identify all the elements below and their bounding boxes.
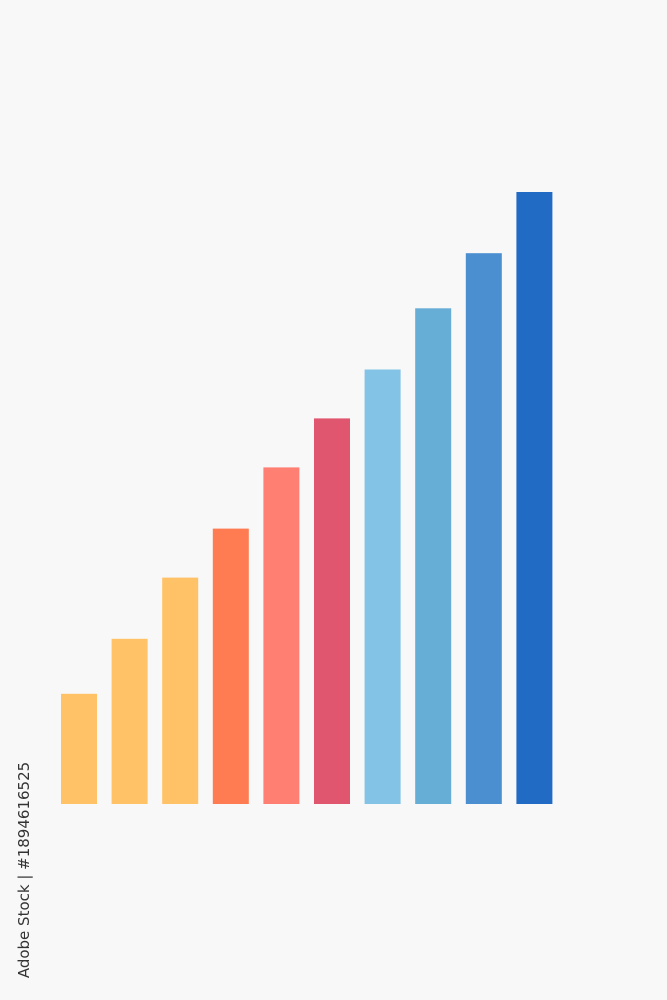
stock-credit: Adobe Stock | #1894616525 [15,761,33,979]
bar-6 [314,418,350,804]
bar-7 [364,369,401,804]
bar-2 [111,638,148,804]
bar-4 [212,528,249,804]
bar-8 [415,308,452,804]
bar-5 [263,467,300,804]
bar-9 [465,253,502,804]
bar-10 [516,192,553,804]
bar-3 [162,577,199,804]
bar-1 [61,693,97,804]
